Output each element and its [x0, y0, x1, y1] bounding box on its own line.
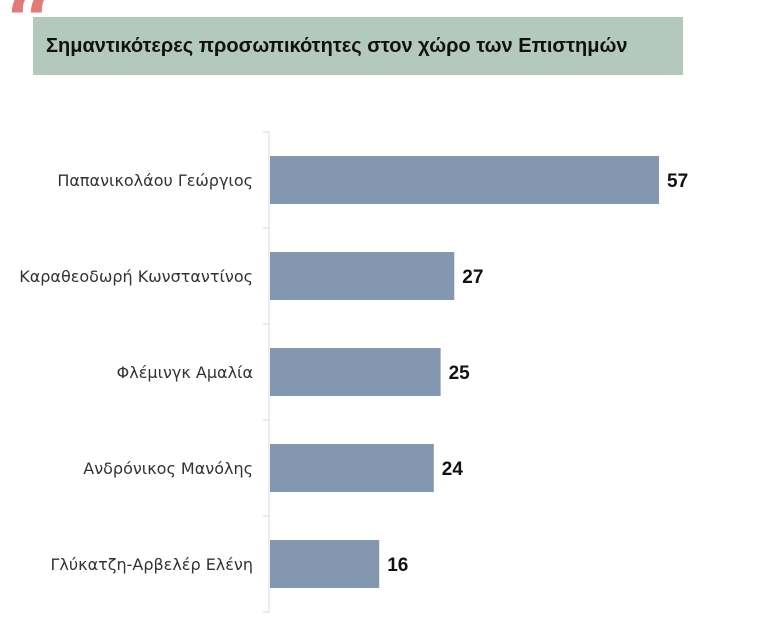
bar	[270, 348, 441, 396]
value-label: 16	[387, 555, 408, 576]
category-label: Φλέμινγκ Αμαλία	[117, 363, 253, 382]
chart-title: Σημαντικότερες προσωπικότητες στον χώρο …	[46, 34, 628, 57]
bar	[270, 156, 659, 204]
value-label: 25	[449, 363, 471, 384]
bars-group	[270, 156, 659, 588]
bar	[270, 540, 380, 588]
category-label: Γλύκατζη-Αρβελέρ Ελένη	[51, 555, 254, 574]
axis-group	[263, 131, 270, 613]
title-banner: Σημαντικότερες προσωπικότητες στον χώρο …	[33, 17, 683, 75]
labels-group: 57 Παπανικολάου Γεώργιος 27 Καραθεοδωρή Κων…	[19, 171, 688, 576]
category-label: Καραθεοδωρή Κωνσταντίνος	[19, 267, 253, 286]
bar	[270, 252, 455, 300]
value-label: 57	[667, 171, 688, 192]
bar	[270, 444, 434, 492]
value-label: 24	[442, 459, 464, 480]
category-label: Παπανικολάου Γεώργιος	[57, 171, 253, 190]
value-label: 27	[462, 267, 483, 288]
category-label: Ανδρόνικος Μανόλης	[83, 459, 253, 478]
